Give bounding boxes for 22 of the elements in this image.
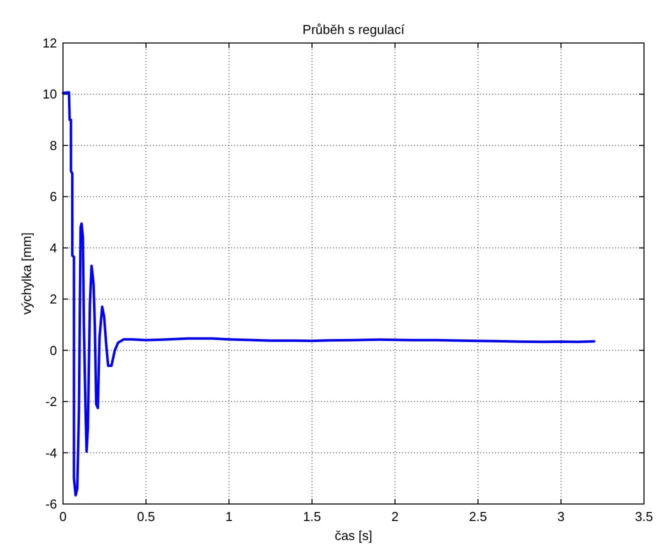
x-tick-label: 0.5 [136, 509, 156, 524]
y-tick-label: 12 [42, 36, 57, 50]
y-tick-label: 8 [50, 138, 57, 153]
x-tick-label: 2 [391, 509, 399, 524]
x-tick-label: 1.5 [302, 509, 322, 524]
x-tick-label: 0 [59, 509, 67, 524]
x-axis-title: čas [s] [334, 528, 372, 543]
y-tick-label: 10 [42, 86, 57, 102]
y-tick-label: 6 [50, 189, 57, 204]
x-tick-label: 2.5 [468, 509, 488, 524]
x-tick-label: 1 [225, 509, 233, 524]
y-tick-label: 4 [50, 240, 57, 256]
y-tick-label: 2 [50, 292, 57, 307]
y-tick-label: -6 [45, 496, 57, 512]
y-axis-title: výchylka [mm] [19, 232, 34, 315]
y-tick-label: -2 [45, 394, 57, 410]
y-tick-label: 0 [50, 342, 57, 358]
y-tick-label: -4 [45, 445, 57, 460]
chart-title: Průběh s regulací [302, 22, 405, 37]
line-series [62, 91, 596, 497]
x-tick-label: 3 [557, 509, 565, 524]
x-tick-label: 3.5 [634, 509, 654, 524]
